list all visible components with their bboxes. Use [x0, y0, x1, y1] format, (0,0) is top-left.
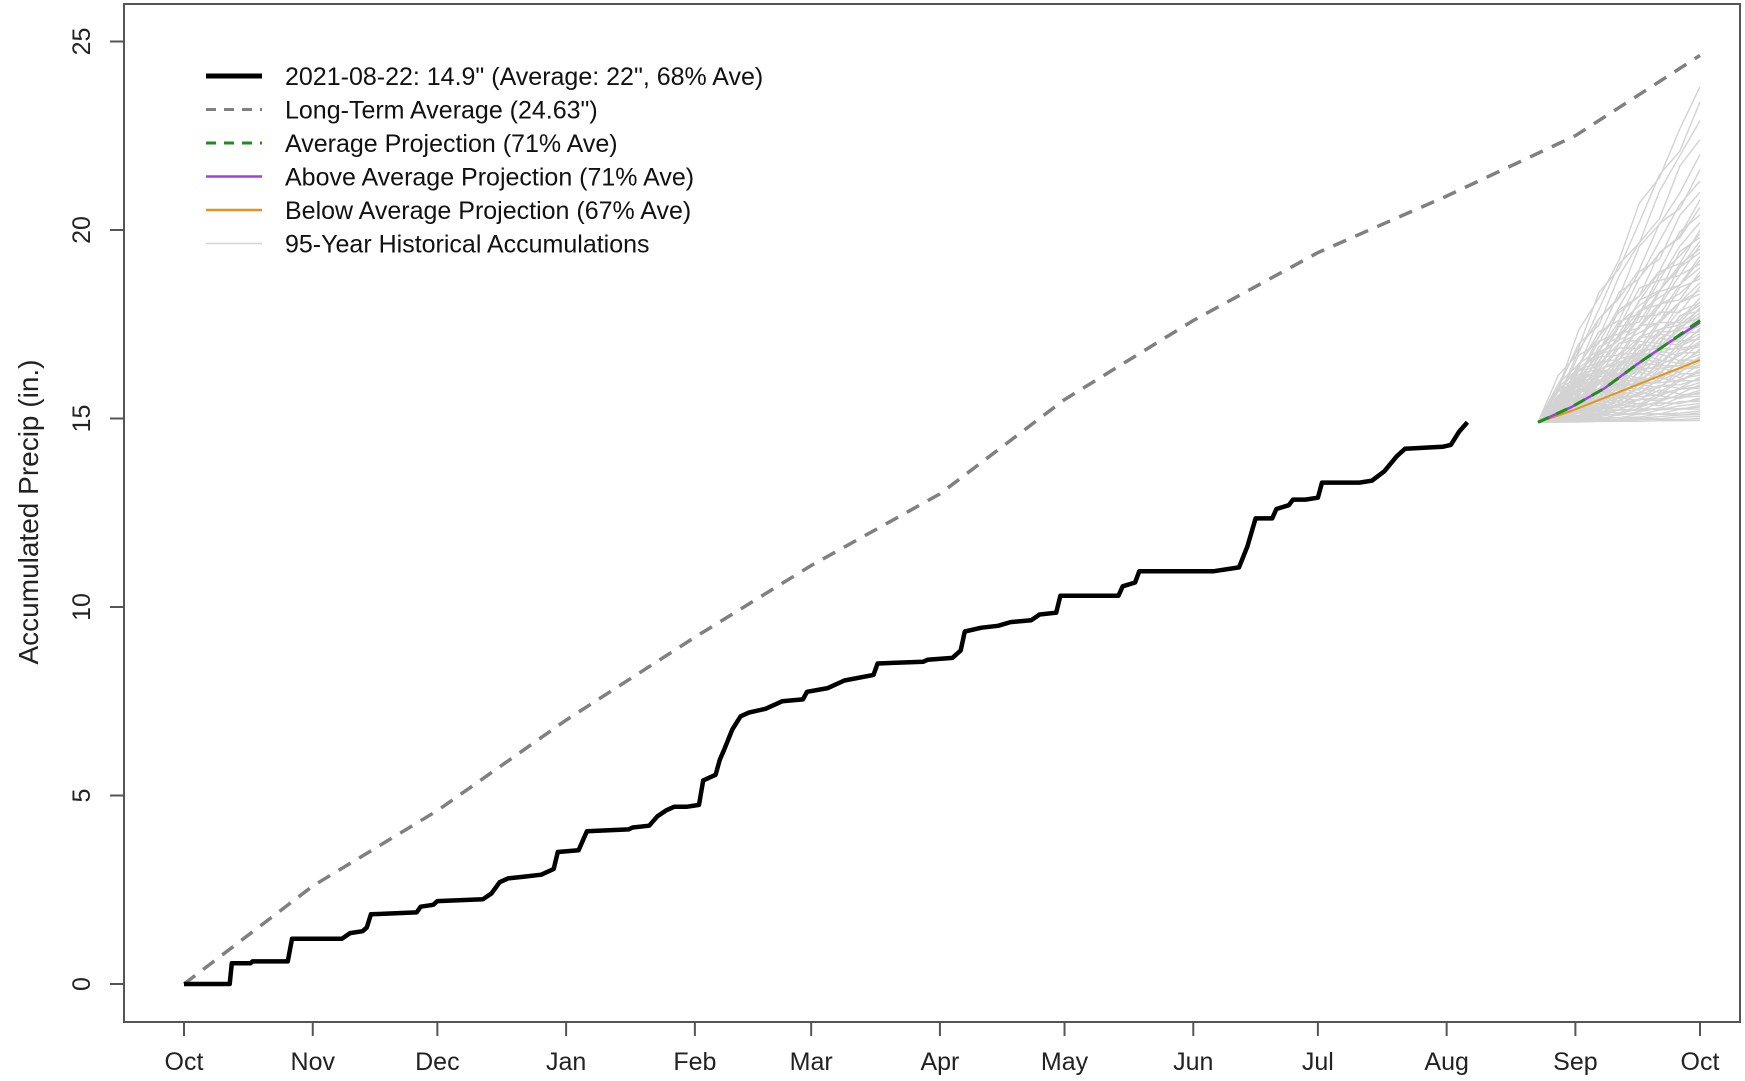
historical-line-80 [1537, 240, 1701, 423]
legend-label-below-average-projection: Below Average Projection (67% Ave) [285, 197, 691, 225]
y-tick-label: 10 [68, 593, 96, 621]
average-projection-line [1537, 319, 1701, 424]
historical-line-17 [1537, 389, 1701, 423]
y-tick-label: 5 [68, 789, 96, 803]
x-tick-label: Sep [1553, 1048, 1597, 1076]
x-tick-label: Jun [1173, 1048, 1213, 1076]
historical-line-69 [1537, 282, 1701, 423]
legend-label-above-average-projection: Above Average Projection (71% Ave) [285, 164, 694, 192]
legend-label-historical: 95-Year Historical Accumulations [285, 231, 650, 259]
historical-line-87 [1537, 199, 1701, 423]
historical-line-82 [1537, 233, 1701, 423]
historical-line-89 [1537, 180, 1701, 423]
x-tick-label: Oct [165, 1048, 204, 1076]
historical-line-84 [1537, 222, 1701, 423]
y-tick-label: 15 [68, 405, 96, 433]
historical-line-76 [1537, 255, 1701, 423]
x-tick-label: Nov [291, 1048, 336, 1076]
x-tick-label: Mar [790, 1048, 833, 1076]
y-tick-label: 0 [68, 977, 96, 991]
y-axis-title: Accumulated Precip (in.) [13, 359, 44, 664]
historical-line-65 [1537, 297, 1701, 423]
x-tick-label: Feb [673, 1048, 716, 1076]
x-tick-label: Apr [920, 1048, 959, 1076]
historical-line-88 [1537, 191, 1701, 423]
historical-line-83 [1537, 229, 1701, 423]
legend-label-long-term-average: Long-Term Average (24.63") [285, 97, 598, 125]
historical-line-94 [1537, 101, 1701, 423]
legend-label-average-projection: Average Projection (71% Ave) [285, 130, 618, 158]
y-tick-label: 25 [68, 28, 96, 56]
series-lines [182, 53, 1701, 987]
x-tick-label: Aug [1424, 1048, 1468, 1076]
x-tick-label: Dec [415, 1048, 459, 1076]
x-tick-label: Jul [1302, 1048, 1334, 1076]
observed-line [184, 420, 1470, 987]
below-average-projection-line [1537, 359, 1701, 424]
x-tick-label: Jan [546, 1048, 586, 1076]
x-tick-label: May [1041, 1048, 1089, 1076]
legend: 2021-08-22: 14.9" (Average: 22", 68% Ave… [206, 63, 763, 259]
historical-accumulations [1537, 86, 1701, 423]
historical-line-6 [1537, 410, 1701, 423]
historical-line-72 [1537, 271, 1701, 423]
axes: Oct Nov Dec Jan Feb Mar Apr May Jun Jul Aug Sep Oct 0… [68, 28, 1719, 1076]
historical-line-91 [1537, 154, 1701, 423]
long-term-average-line [182, 53, 1701, 986]
legend-label-observed: 2021-08-22: 14.9" (Average: 22", 68% Ave… [285, 63, 763, 91]
historical-line-39 [1537, 348, 1701, 423]
x-tick-label: Oct [1681, 1048, 1720, 1076]
historical-line-95 [1537, 86, 1701, 423]
historical-line-28 [1537, 368, 1701, 423]
y-tick-label: 20 [68, 216, 96, 244]
